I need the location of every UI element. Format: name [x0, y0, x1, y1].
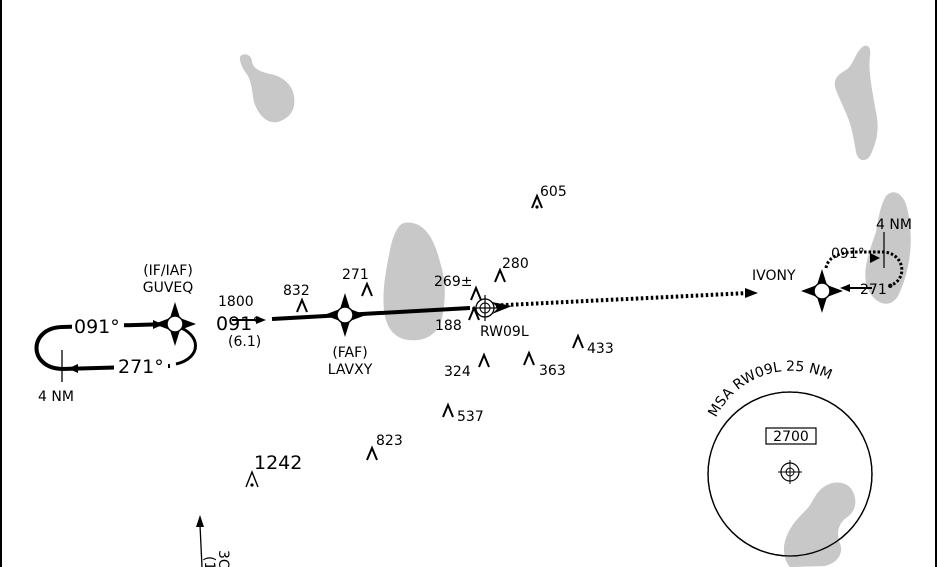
approach-altitude: 1800: [218, 294, 254, 310]
svg-text:269±: 269±: [434, 274, 472, 290]
svg-text:1242: 1242: [254, 452, 302, 474]
partial-label-line2: (1: [201, 556, 217, 567]
hold-west-leg-length: 4 NM: [38, 389, 74, 405]
partial-bearing-arrow: [196, 515, 204, 567]
fix-lavxy-role: (FAF): [332, 345, 367, 361]
svg-text:271: 271: [342, 267, 369, 283]
fix-ivony-name: IVONY: [752, 268, 796, 284]
runway-threshold-symbol: [472, 295, 512, 321]
svg-text:832: 832: [283, 283, 310, 299]
fix-lavxy-name: LAVXY: [328, 362, 373, 378]
obstacle-832: 832: [283, 283, 310, 313]
fix-ivony-symbol: [801, 269, 843, 313]
hold-west-outbound-course: 271°: [118, 356, 164, 378]
svg-text:537: 537: [457, 409, 484, 425]
obstacle-1242: 1242: [245, 452, 302, 488]
svg-text:363: 363: [539, 363, 566, 379]
partial-label-line1: 3C: [215, 550, 231, 567]
approach-distance: (6.1): [228, 334, 261, 350]
hold-east-inbound-course: 091°: [831, 246, 865, 262]
hold-west-inbound-course: 091°: [74, 316, 120, 338]
hold-east-leg-length: 4 NM: [876, 217, 912, 233]
msa-altitude: 2700: [773, 429, 809, 445]
obstacle-823: 823: [366, 433, 403, 461]
obstacle-280: 280: [494, 256, 529, 283]
fix-guveq-symbol: [154, 302, 196, 346]
holding-pattern-east: [824, 232, 904, 292]
obstacle-363: 363: [523, 350, 566, 379]
fix-guveq-role: (IF/IAF): [143, 263, 193, 279]
fix-guveq-name: GUVEQ: [143, 280, 194, 296]
svg-text:823: 823: [376, 433, 403, 449]
holding-pattern-west: [34, 316, 197, 382]
lake-northwest: [239, 54, 295, 123]
obstacle-271: 271: [342, 267, 373, 297]
svg-text:188: 188: [435, 318, 462, 334]
runway-label: RW09L: [480, 324, 529, 340]
obstacle-269: 269±: [434, 274, 482, 301]
svg-text:324: 324: [444, 364, 471, 380]
fix-lavxy-symbol: [324, 293, 366, 337]
approach-course: 091°: [216, 313, 262, 335]
obstacle-188: 188: [435, 305, 480, 334]
svg-text:605: 605: [540, 184, 567, 200]
svg-text:280: 280: [502, 256, 529, 272]
obstacle-324: 324: [444, 352, 490, 380]
obstacle-605: 605: [531, 184, 567, 209]
lake-northeast: [834, 45, 878, 161]
obstacle-433: 433: [572, 333, 614, 357]
svg-text:433: 433: [587, 341, 614, 357]
msa-circle: [707, 391, 873, 567]
final-approach-course: [232, 288, 758, 324]
obstacle-537: 537: [442, 402, 484, 425]
hold-east-outbound-course: 271°: [860, 282, 894, 298]
